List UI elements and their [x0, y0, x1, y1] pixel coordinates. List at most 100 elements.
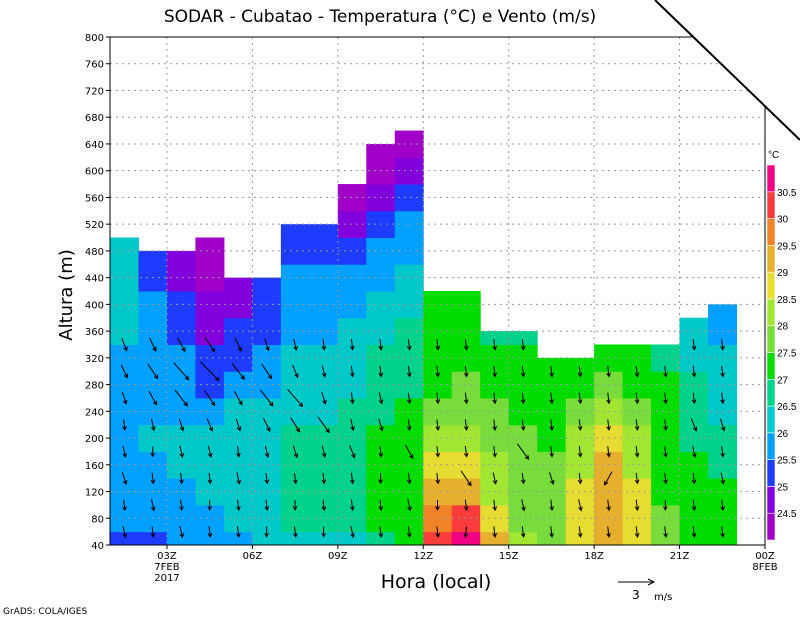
wind-arrow-shaft [379, 526, 382, 537]
wind-vector [606, 526, 611, 538]
wind-arrowhead [521, 506, 526, 512]
wind-arrow-shaft [206, 418, 213, 431]
wind-arrowhead [691, 399, 697, 405]
wind-arrow-shaft [464, 499, 468, 511]
wind-arrowhead [295, 427, 300, 433]
wind-vector [720, 365, 725, 378]
temperature-cell [508, 331, 538, 345]
wind-vector [663, 392, 668, 405]
wind-arrow-shaft [322, 499, 325, 511]
wind-vector [122, 419, 127, 431]
wind-arrow-shaft [521, 419, 525, 430]
wind-arrowhead [208, 426, 214, 432]
wind-vector [317, 416, 330, 434]
y-axis: 40 80 120 160 200 240 280 320 360 400 440 480 520 560… [85, 33, 110, 552]
wind-arrowhead [264, 452, 270, 458]
wind-arrowhead [577, 452, 583, 458]
wind-arrow-shaft [464, 419, 468, 430]
wind-arrowhead [692, 452, 697, 458]
wind-arrowhead [492, 506, 498, 512]
wind-vector [177, 337, 186, 353]
wind-arrow-shaft [436, 446, 439, 457]
wind-arrowhead [184, 375, 190, 381]
y-axis-label: Altura (m) [56, 249, 77, 341]
wind-arrow-shaft [204, 390, 216, 406]
wind-arrow-shaft [521, 499, 525, 511]
y-tick-label: 520 [85, 220, 104, 231]
wind-arrow-shaft [350, 472, 354, 484]
wind-arrowhead [325, 428, 330, 434]
temperature-cell [337, 210, 367, 239]
wind-vector [236, 526, 241, 538]
wind-vector [634, 392, 640, 405]
wind-arrowhead [150, 532, 156, 538]
wind-arrowhead [150, 479, 156, 485]
y-tick-label: 120 [85, 488, 104, 499]
wind-arrow-shaft [122, 525, 126, 538]
y-tick-label: 560 [85, 193, 104, 204]
wind-arrowhead [236, 479, 241, 485]
wind-arrowhead [663, 452, 668, 458]
x-tick-label: 15Z [499, 551, 519, 562]
wind-arrowhead [606, 452, 611, 458]
wind-vector [200, 361, 220, 382]
wind-arrow-shaft [664, 526, 667, 537]
wind-arrowhead [179, 452, 185, 458]
y-tick-label: 280 [85, 381, 104, 392]
wind-vector [549, 419, 554, 431]
wind-arrowhead [179, 426, 185, 432]
wind-arrow-shaft [264, 445, 269, 458]
legend-unit: °C [768, 150, 779, 161]
wind-arrow-shaft [521, 526, 525, 537]
temperature-cell [195, 237, 225, 265]
wind-vector [179, 499, 184, 512]
wind-arrowhead [150, 426, 156, 432]
wind-arrowhead [663, 479, 668, 485]
wind-arrowhead [606, 532, 611, 538]
temperature-cell [309, 531, 339, 546]
wind-arrowhead [549, 532, 554, 538]
temperature-cell [366, 531, 396, 546]
wind-arrow-shaft [290, 417, 300, 432]
wind-vector [349, 339, 355, 351]
wind-arrow-shaft [234, 390, 243, 405]
wind-arrow-shaft [350, 419, 354, 431]
temperature-cell [223, 277, 253, 292]
wind-vector [663, 446, 668, 458]
wind-arrowhead [123, 373, 129, 379]
wind-arrowhead [524, 454, 530, 460]
wind-arrowhead [236, 452, 241, 458]
legend-swatch [766, 432, 776, 460]
wind-vector [173, 362, 190, 381]
wind-vector [260, 389, 274, 407]
wind-arrowhead [378, 479, 383, 485]
wind-vector [463, 499, 469, 512]
reference-value: 3 [632, 588, 640, 602]
wind-arrowhead [492, 426, 498, 431]
wind-vector [231, 363, 245, 380]
wind-arrowhead [238, 400, 243, 406]
wind-vector [577, 365, 583, 378]
wind-arrowhead [349, 399, 355, 405]
wind-arrowhead [122, 533, 128, 539]
y-tick-label: 440 [85, 274, 104, 285]
wind-arrowhead [435, 532, 441, 538]
wind-arrow-shaft [464, 392, 468, 404]
wind-arrow-shaft [664, 472, 667, 484]
wind-arrowhead [463, 452, 469, 458]
wind-vector [463, 419, 469, 431]
wind-arrow-shaft [635, 419, 638, 430]
wind-arrow-shaft [521, 392, 525, 404]
x-tick-label: 18Z [584, 551, 604, 562]
wind-vector [179, 472, 184, 485]
wind-arrowhead [293, 479, 298, 485]
temperature-cell [565, 357, 595, 372]
wind-arrow-shaft [550, 526, 553, 537]
wind-arrowhead [153, 374, 159, 380]
wind-arrow-shaft [151, 472, 154, 484]
wind-vector [207, 499, 213, 511]
wind-arrowhead [720, 372, 725, 378]
wind-arrow-shaft [464, 446, 468, 457]
wind-vector [520, 365, 526, 378]
